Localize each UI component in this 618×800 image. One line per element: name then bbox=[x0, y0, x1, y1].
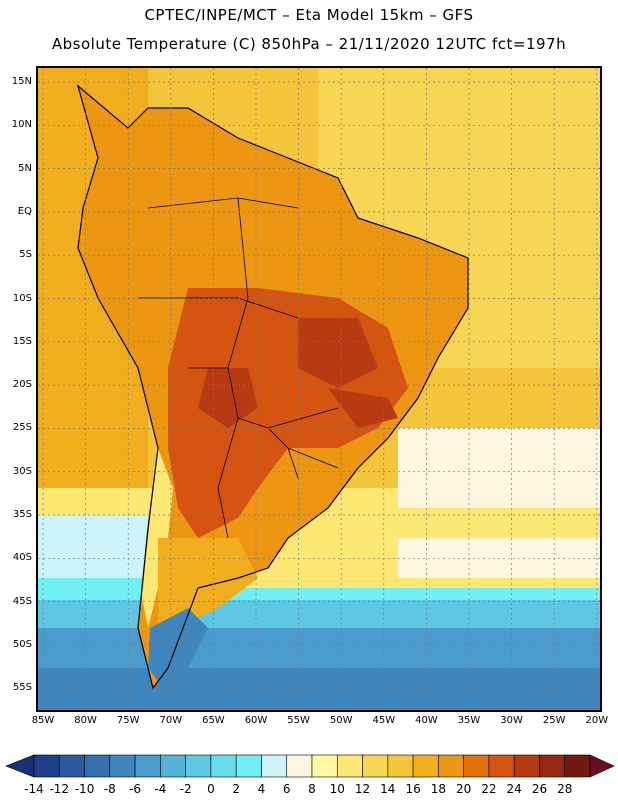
lon-label: 85W bbox=[31, 715, 55, 726]
colorbar-swatch bbox=[387, 754, 414, 778]
colorbar-label: 6 bbox=[282, 782, 291, 796]
lat-label: 40S bbox=[12, 552, 32, 564]
colorbar-label: 14 bbox=[380, 782, 396, 796]
colorbar-label: 4 bbox=[257, 782, 266, 796]
lat-label: 45S bbox=[12, 595, 32, 607]
colorbar-label: 8 bbox=[308, 782, 316, 796]
colorbar-swatch bbox=[286, 754, 313, 778]
central-brazil-hot-core bbox=[298, 318, 378, 388]
colorbar-swatch bbox=[564, 754, 591, 778]
lat-label: 30S bbox=[12, 465, 32, 477]
lat-label: 50S bbox=[12, 638, 32, 650]
colorbar-swatch bbox=[261, 754, 288, 778]
lat-label: EQ bbox=[17, 205, 32, 217]
colorbar-swatch bbox=[539, 754, 566, 778]
colorbar-label: 28 bbox=[557, 782, 573, 796]
colorbar-label: 10 bbox=[329, 782, 345, 796]
colorbar-label: -14 bbox=[24, 782, 44, 796]
colorbar-label: -4 bbox=[154, 782, 167, 796]
colorbar-label: 16 bbox=[405, 782, 421, 796]
lon-label: 80W bbox=[74, 715, 97, 726]
lat-label: 35S bbox=[12, 509, 32, 520]
colorbar-label: 26 bbox=[531, 782, 548, 796]
lon-label: 35W bbox=[457, 715, 481, 726]
colorbar-label: 18 bbox=[430, 782, 446, 796]
colorbar-swatch bbox=[58, 754, 85, 778]
colorbar-label: 20 bbox=[455, 782, 472, 796]
colorbar-swatch bbox=[210, 754, 237, 778]
south-atlantic-cool-patch bbox=[398, 428, 600, 508]
colorbar-label: -6 bbox=[129, 782, 142, 796]
colorbar-label: -12 bbox=[49, 782, 70, 796]
lat-label: 5N bbox=[18, 162, 32, 174]
lat-label: 20S bbox=[12, 379, 32, 391]
map-title-line2: Absolute Temperature (C) 850hPa – 21/11/… bbox=[51, 35, 567, 53]
colorbar-swatch bbox=[463, 754, 490, 778]
lon-label: 45W bbox=[372, 715, 396, 726]
cold-band-minus8c bbox=[38, 668, 600, 710]
colorbar-swatch bbox=[438, 754, 464, 778]
colorbar-swatch bbox=[160, 754, 186, 778]
colorbar-swatch bbox=[109, 754, 136, 778]
colorbar-label: 0 bbox=[207, 782, 215, 796]
lat-label: 25S bbox=[12, 422, 32, 434]
lat-label: 10N bbox=[11, 119, 32, 131]
colorbar-swatch bbox=[488, 754, 515, 778]
map-title-line1: CPTEC/INPE/MCT – Eta Model 15km – GFS bbox=[144, 6, 474, 24]
lon-label: 30W bbox=[500, 715, 523, 726]
lat-label: 5S bbox=[19, 249, 32, 261]
lat-label: 55S bbox=[12, 682, 32, 694]
lat-label: 10S bbox=[12, 292, 32, 304]
lat-lon-gridlines bbox=[38, 68, 600, 710]
colorbar-swatch bbox=[311, 754, 338, 778]
colorbar-swatch bbox=[412, 754, 439, 778]
temperature-field bbox=[38, 68, 600, 710]
colorbar-label: 24 bbox=[506, 782, 522, 796]
chaco-hot-core bbox=[198, 368, 258, 428]
continent-coastline bbox=[76, 84, 469, 690]
andes-cool-strip bbox=[142, 448, 173, 628]
colorbar-swatch bbox=[513, 754, 540, 778]
lon-label: 65W bbox=[202, 715, 225, 726]
lon-label: 60W bbox=[244, 715, 268, 726]
colorbar-label: 12 bbox=[354, 782, 371, 796]
colorbar-under-arrow bbox=[5, 754, 35, 778]
lon-label: 50W bbox=[329, 715, 353, 726]
southern-patagonia-cold bbox=[148, 608, 208, 688]
lon-label: 55W bbox=[287, 715, 310, 726]
country-borders bbox=[138, 197, 339, 539]
colorbar-label: 2 bbox=[232, 782, 240, 796]
lon-label: 20W bbox=[585, 715, 609, 726]
lon-label: 40W bbox=[415, 715, 438, 726]
cool-band-0c bbox=[38, 600, 600, 628]
colorbar-label: -2 bbox=[179, 782, 192, 796]
southeast-hot-core bbox=[328, 388, 398, 428]
colorbar-swatch bbox=[336, 754, 363, 778]
colorbar-label: -8 bbox=[103, 782, 116, 796]
colorbar-swatch bbox=[134, 754, 161, 778]
colorbar-swatch bbox=[362, 754, 389, 778]
colorbar-over-arrow bbox=[589, 754, 615, 778]
colorbar-label: -10 bbox=[74, 782, 95, 796]
colorbar-label: 22 bbox=[481, 782, 497, 796]
colorbar-swatch bbox=[235, 754, 262, 778]
lon-label: 75W bbox=[116, 715, 140, 726]
temperature-colorbar bbox=[5, 754, 615, 778]
lon-label: 70W bbox=[159, 715, 183, 726]
cold-band-minus4c bbox=[38, 628, 600, 668]
lat-label: 15S bbox=[12, 335, 32, 347]
colorbar-swatch bbox=[185, 754, 212, 778]
temperature-map[interactable] bbox=[36, 66, 602, 712]
lon-label: 25W bbox=[542, 715, 566, 726]
lat-label: 15N bbox=[11, 76, 32, 87]
colorbar-swatch bbox=[33, 754, 60, 778]
patagonia-warm-area bbox=[158, 538, 258, 628]
colorbar-swatch bbox=[84, 754, 111, 778]
